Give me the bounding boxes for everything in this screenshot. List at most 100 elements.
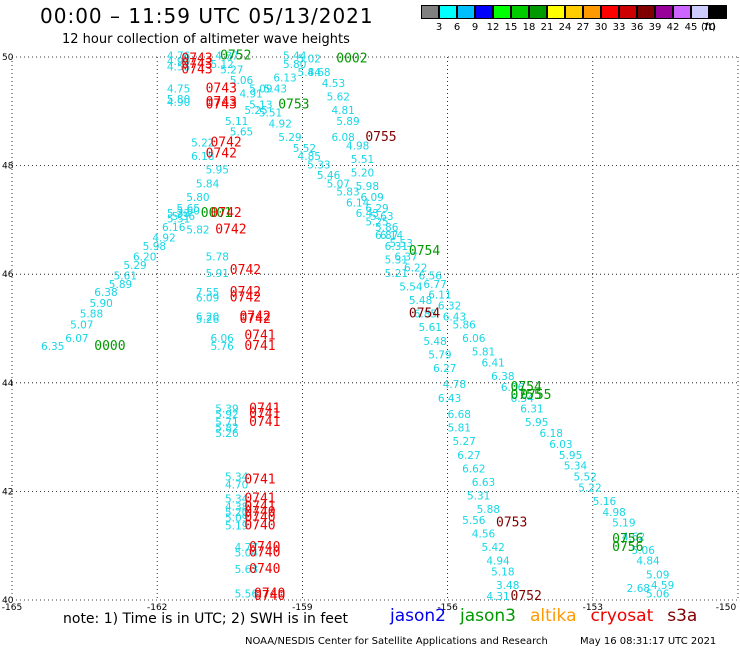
satellite-legend: jason2 jason3 altika cryosat s3a (390, 606, 711, 626)
swh-value-label: 5.82 (186, 224, 209, 236)
swh-value-label: 5.86 (452, 320, 476, 332)
swh-value-label: 4.90 (167, 97, 190, 109)
swh-value-label: 5.79 (428, 349, 451, 361)
swh-value-label: 7.55 (196, 287, 219, 299)
pass-time-label: 0002 (336, 51, 367, 66)
pass-time-label: 0752 (220, 49, 251, 64)
swh-value-label: 5.51 (167, 214, 190, 226)
swh-value-label: 3.48 (496, 580, 519, 592)
swh-value-label: 4.98 (346, 140, 369, 152)
swh-value-label: 5.95 (559, 450, 582, 462)
colorbar-unit: (ft) (701, 22, 717, 33)
swh-value-label: 6.22 (404, 262, 427, 274)
swh-value-label: 4.91 (239, 89, 262, 101)
x-tick-label: -150 (716, 603, 737, 613)
colorbar-swatch (637, 5, 655, 19)
x-tick-label: -165 (2, 603, 22, 613)
swh-value-label: 5.81 (472, 347, 495, 359)
swh-value-label: 5.02 (298, 53, 321, 65)
colorbar-swatch (475, 5, 493, 19)
colorbar-swatch (601, 5, 619, 19)
pass-time-label: 0754 (511, 380, 542, 395)
swh-value-label: 5.39 (215, 404, 238, 416)
swh-value-label: 6.06 (462, 333, 486, 345)
legend-item-jason3: jason3 (460, 606, 516, 626)
swh-value-label: 5.36 (172, 211, 196, 223)
swh-value-label: 6.27 (433, 363, 456, 375)
swh-value-label: 6.14 (380, 230, 404, 242)
colorbar-swatch (709, 5, 727, 19)
swh-value-label: 5.61 (114, 271, 137, 283)
swh-value-label: 6.06 (501, 382, 525, 394)
swh-value-label: 5.11 (225, 116, 248, 128)
colorbar-swatch (673, 5, 691, 19)
swh-value-label: 4.77 (235, 542, 258, 554)
swh-value-label: 6.20 (133, 252, 156, 264)
swh-value-label: 6.87 (375, 230, 398, 242)
swh-value-label: 6.62 (462, 463, 485, 475)
swh-value-label: 5.48 (409, 295, 432, 307)
swh-value-label: 4.31 (486, 591, 509, 603)
swh-value-label: 6.11 (428, 290, 451, 302)
swh-value-label: 4.70 (225, 480, 248, 492)
pass-time-label: 0742 (215, 222, 246, 237)
swh-value-label: 6.43 (438, 393, 461, 405)
swh-value-label: 5.62 (327, 91, 350, 103)
page-subtitle: 12 hour collection of altimeter wave hei… (62, 32, 350, 47)
colorbar-swatch (565, 5, 583, 19)
swh-value-label: 5.53 (390, 238, 413, 250)
colorbar-label: 15 (504, 22, 518, 33)
pass-time-label: 0755 (511, 388, 542, 403)
swh-value-label: 6.18 (191, 151, 214, 163)
swh-value-label: 6.27 (457, 450, 480, 462)
colorbar-swatch (619, 5, 637, 19)
legend-item-altika: altika (530, 606, 577, 626)
swh-value-label: 5.61 (419, 322, 442, 334)
pass-time-label: 0740 (244, 505, 275, 520)
swh-value-label: 6.56 (419, 271, 443, 283)
colorbar-label: 30 (594, 22, 608, 33)
pass-time-label: 0740 (244, 518, 275, 533)
legend-item-s3a: s3a (667, 606, 698, 626)
pass-time-label: 0755 (520, 388, 551, 403)
swh-value-label: 5.95 (525, 417, 548, 429)
swh-value-label: 5.16 (593, 496, 617, 508)
swh-value-label: 6.20 (196, 311, 219, 323)
swh-value-label: 4.84 (636, 556, 660, 568)
swh-value-label: 5.56 (235, 588, 259, 600)
pass-time-label: 0740 (254, 589, 285, 604)
colorbar-swatch (511, 5, 529, 19)
pass-time-label: 0741 (244, 328, 275, 343)
swh-value-label: 5.20 (225, 507, 248, 519)
pass-time-label: 0743 (181, 51, 212, 66)
swh-value-label: 4.98 (602, 507, 625, 519)
swh-value-label: 5.34 (225, 493, 249, 505)
swh-value-label: 4.76 (167, 51, 191, 63)
swh-value-label: 2.68 (627, 583, 650, 595)
colorbar-label: 42 (666, 22, 680, 33)
swh-value-label: 5.19 (225, 520, 248, 532)
pass-time-label: 0742 (239, 309, 270, 324)
swh-value-label: 5.26 (215, 428, 239, 440)
colorbar-label: 6 (453, 22, 461, 33)
swh-value-label: 5.52 (293, 143, 316, 155)
swh-value-label: 5.80 (186, 192, 209, 204)
swh-value-label: 6.37 (394, 252, 417, 264)
swh-value-label: 5.88 (80, 309, 103, 321)
x-tick-label: -159 (292, 603, 313, 613)
pass-time-label: 0742 (230, 290, 261, 305)
pass-time-label: 0743 (181, 62, 212, 77)
swh-value-label: 5.04 (235, 548, 259, 560)
x-tick-label: -162 (147, 603, 167, 613)
swh-value-label: 5.84 (298, 67, 322, 79)
colorbar-swatch (529, 5, 547, 19)
footer-credit: NOAA/NESDIS Center for Satellite Applica… (245, 636, 548, 647)
swh-value-label: 5.56 (462, 515, 486, 527)
x-tick-label: -153 (583, 603, 603, 613)
pass-time-label: 0743 (206, 95, 237, 110)
swh-value-label: 5.34 (564, 461, 588, 473)
swh-value-label: 6.14 (346, 197, 370, 209)
pass-time-label: 0740 (249, 562, 280, 577)
swh-value-label: 5.51 (259, 108, 282, 120)
swh-value-label: 5.63 (370, 211, 393, 223)
